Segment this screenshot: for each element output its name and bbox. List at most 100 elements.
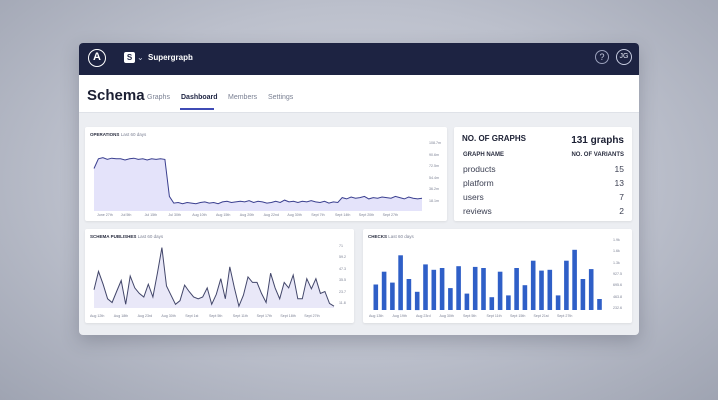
x-tick-label: Aug 15th (216, 213, 231, 217)
graphs-count-value: 131 graphs (571, 135, 624, 146)
y-tick-label: 90.6m (429, 152, 439, 157)
x-tick-label: Jul 15th (144, 213, 158, 217)
checks-bar[interactable] (580, 279, 586, 310)
x-tick-label: Aug 23rd (137, 314, 153, 318)
x-tick-label: Sept 5th (463, 314, 477, 318)
checks-bar[interactable] (497, 271, 503, 310)
y-tick-label: 59.2 (339, 255, 346, 260)
x-tick-label: Sept 20th (358, 213, 375, 217)
column-header-variants: NO. OF VARIANTS (571, 152, 624, 158)
y-tick-label: 35.5 (339, 278, 346, 283)
publishes-series-line[interactable] (93, 247, 335, 308)
schema-publishes-card: SCHEMA PUBLISHES Last 60 days 71 59.2 47.3… (85, 229, 354, 323)
checks-bar[interactable] (530, 260, 536, 310)
card-title-text: OPERATIONS (90, 132, 120, 137)
checks-bar[interactable] (564, 260, 569, 310)
chevron-down-icon[interactable]: ⌄ (187, 53, 194, 62)
tab-graphs[interactable]: Graphs (147, 94, 170, 101)
x-tick-label: Sept 5th (209, 314, 223, 318)
card-subtitle: Last 60 days (120, 132, 147, 137)
card-subtitle: Last 60 days (137, 234, 164, 239)
checks-bar[interactable] (514, 268, 519, 310)
y-tick-label: 47.3 (339, 266, 346, 271)
checks-bar[interactable] (555, 295, 561, 310)
tab-dashboard[interactable]: Dashboard (181, 94, 218, 101)
table-row-name[interactable]: reviews (463, 206, 492, 216)
column-header-graph-name: GRAPH NAME (463, 152, 505, 158)
checks-bar[interactable] (406, 279, 412, 310)
table-row-variants: 13 (614, 178, 624, 188)
checks-bar[interactable] (414, 291, 420, 311)
x-tick-label: Aug 30th (287, 213, 302, 217)
x-tick-label: Jul 5th (120, 213, 132, 217)
card-title-text: CHECKS (368, 234, 388, 239)
checks-bar[interactable] (472, 266, 478, 310)
x-tick-label: Sept 11th (486, 314, 502, 318)
card-title: OPERATIONS Last 60 days (90, 132, 146, 137)
operations-series-line[interactable] (93, 157, 423, 205)
x-tick-label: Sept 15th (510, 314, 526, 318)
checks-bar[interactable] (597, 299, 602, 310)
checks-bar[interactable] (423, 264, 428, 310)
checks-bar[interactable] (481, 268, 486, 310)
table-row-name[interactable]: products (463, 164, 496, 174)
checks-bar[interactable] (390, 282, 395, 310)
checks-bar[interactable] (506, 295, 511, 310)
y-tick-label: 1.9k (613, 238, 620, 242)
tab-settings[interactable]: Settings (268, 94, 294, 101)
y-tick-label: 1.6k (613, 249, 620, 254)
apollo-logo[interactable]: A (88, 49, 106, 67)
graphs-count-label: NO. OF GRAPHS (462, 134, 527, 143)
x-tick-label: Jul 30th (168, 213, 181, 217)
user-avatar[interactable]: JG (616, 49, 632, 65)
x-tick-label: Aug 30th (161, 314, 176, 318)
x-tick-label: Sept 11th (232, 314, 248, 318)
graphs-table-card: NO. OF GRAPHS 131 graphs GRAPH NAME NO. … (454, 127, 632, 221)
page-title: Schema (87, 87, 145, 104)
table-row-variants: 15 (614, 164, 624, 174)
y-tick-label: 108.7m (429, 141, 441, 145)
card-title: CHECKS Last 60 days (368, 234, 414, 239)
checks-bar[interactable] (572, 249, 577, 310)
card-title-text: SCHEMA PUBLISHES (90, 234, 137, 239)
graph-selector[interactable]: Supergraph (148, 53, 193, 62)
table-row-name[interactable]: platform (463, 178, 494, 188)
help-icon[interactable]: ? (595, 50, 609, 64)
operations-chart (93, 157, 423, 211)
checks-card: CHECKS Last 60 days 1.9k 1.6k 1.3k 927.5 695… (363, 229, 632, 323)
checks-bar[interactable] (398, 255, 403, 311)
checks-bar[interactable] (547, 269, 553, 310)
checks-bar[interactable] (539, 270, 544, 310)
x-tick-label: Aug 22nd (263, 213, 279, 217)
y-tick-label: 72.5m (429, 164, 439, 168)
checks-bar[interactable] (448, 288, 453, 310)
checks-bar[interactable] (381, 271, 387, 310)
schema-publishes-chart (93, 247, 335, 308)
checks-bar[interactable] (588, 269, 594, 310)
page-header: Schema Graphs Dashboard Members Settings (79, 75, 639, 113)
y-tick-label: 11.8 (339, 301, 346, 305)
x-tick-label: Sept 18th (280, 314, 296, 318)
checks-bar[interactable] (439, 268, 445, 310)
checks-bar[interactable] (489, 297, 495, 310)
x-tick-label: Aug 10th (192, 213, 207, 217)
tab-members[interactable]: Members (228, 94, 258, 101)
active-tab-indicator (180, 108, 214, 110)
checks-bar[interactable] (373, 284, 379, 311)
operations-card: OPERATIONS Last 60 days 108.7m 90.6m 72.5m… (85, 127, 447, 221)
x-tick-label: Sept 27th (304, 314, 320, 318)
x-tick-label: Aug 30th (439, 314, 454, 318)
operations-series-area (94, 157, 422, 211)
chevron-down-icon[interactable]: ⌄ (137, 53, 144, 62)
y-tick-label: 18.1m (429, 198, 439, 203)
checks-bar[interactable] (522, 285, 528, 310)
table-row-name[interactable]: users (463, 192, 484, 202)
y-tick-label: 1.3k (613, 260, 620, 265)
checks-bar[interactable] (431, 269, 437, 310)
x-tick-label: Aug 18th (113, 314, 129, 318)
checks-bar[interactable] (456, 266, 461, 310)
checks-bar[interactable] (464, 293, 470, 310)
x-tick-label: Sept 27th (557, 314, 573, 318)
y-tick-label: 23.7 (339, 289, 346, 294)
x-tick-label: Sept 21st (533, 314, 549, 318)
